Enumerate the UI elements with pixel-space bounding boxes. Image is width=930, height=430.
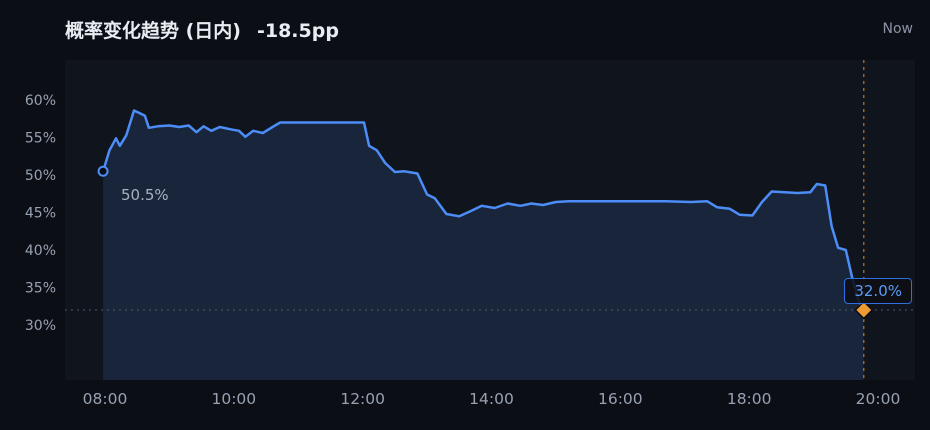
y-axis-label: 30%	[25, 318, 56, 334]
x-axis-label: 08:00	[83, 390, 128, 408]
area-fill	[103, 110, 864, 380]
x-axis-label: 20:00	[856, 390, 901, 408]
y-axis-label: 60%	[25, 93, 56, 109]
trend-line	[101, 109, 866, 312]
plot-background	[65, 60, 915, 380]
y-axis-label: 55%	[25, 131, 56, 147]
start-value-label: 50.5%	[121, 186, 169, 204]
x-axis-label: 18:00	[727, 390, 772, 408]
now-label: Now	[882, 21, 914, 37]
y-axis-label: 35%	[25, 281, 56, 297]
y-axis-label: 50%	[25, 168, 56, 184]
current-value-badge: 32.0%	[844, 278, 912, 304]
x-axis-label: 14:00	[469, 390, 514, 408]
x-axis-label: 12:00	[340, 390, 385, 408]
x-axis-label: 16:00	[598, 390, 643, 408]
y-axis-label: 40%	[25, 243, 56, 259]
chart-delta-value: -18.5pp	[256, 20, 339, 42]
x-axis-label: 10:00	[211, 390, 256, 408]
chart-header: 概率变化趋势 (日内) -18.5pp	[65, 16, 339, 43]
chart-title: 概率变化趋势 (日内)	[65, 20, 241, 42]
start-point-marker	[97, 165, 109, 177]
current-point-marker	[854, 300, 874, 320]
y-axis-label: 45%	[25, 206, 56, 222]
